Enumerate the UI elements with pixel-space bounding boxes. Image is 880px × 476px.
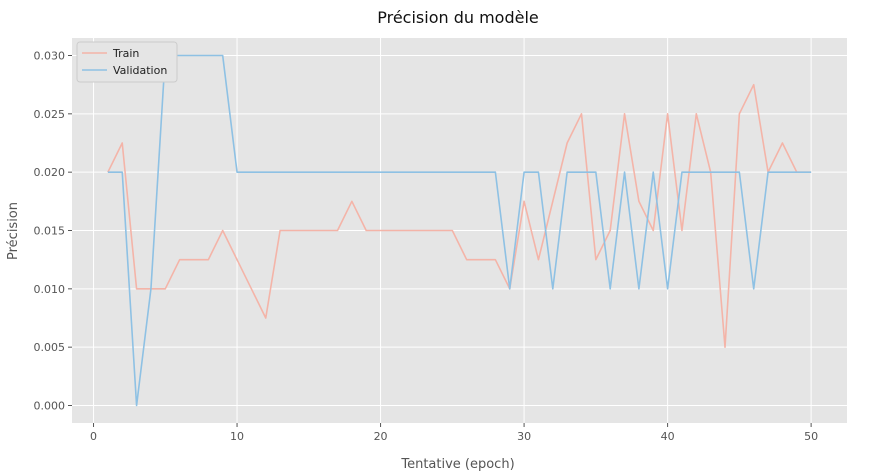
legend-validation-label: Validation [113,64,167,77]
y-tick-label: 0.005 [34,341,66,354]
y-tick-label: 0.025 [34,108,66,121]
x-tick-label: 50 [804,430,818,443]
legend-box [76,41,178,83]
y-ticks: 0.000 0.005 0.010 0.015 0.020 0.025 0.030 [34,50,72,413]
x-axis-label: Tentative (epoch) [400,457,514,472]
y-tick-label: 0.030 [34,50,66,63]
y-tick-label: 0.000 [34,400,66,413]
series-line-validation [107,54,812,407]
y-tick-label: 0.020 [34,166,66,179]
legend-train-label: Train [112,47,139,60]
x-tick-label: 0 [90,430,97,443]
x-tick-label: 10 [230,430,244,443]
y-tick-label: 0.015 [34,225,66,238]
series-line-train [107,83,812,348]
series-lines [107,54,812,407]
y-axis-label: Précision [6,202,21,260]
chart-title: Précision du modèle [377,8,539,27]
y-tick-label: 0.010 [34,283,66,296]
x-ticks: 0 10 20 30 40 50 [90,423,818,443]
x-tick-label: 40 [661,430,675,443]
x-tick-label: 20 [374,430,388,443]
legend: Train Validation [76,41,178,83]
x-tick-label: 30 [517,430,531,443]
